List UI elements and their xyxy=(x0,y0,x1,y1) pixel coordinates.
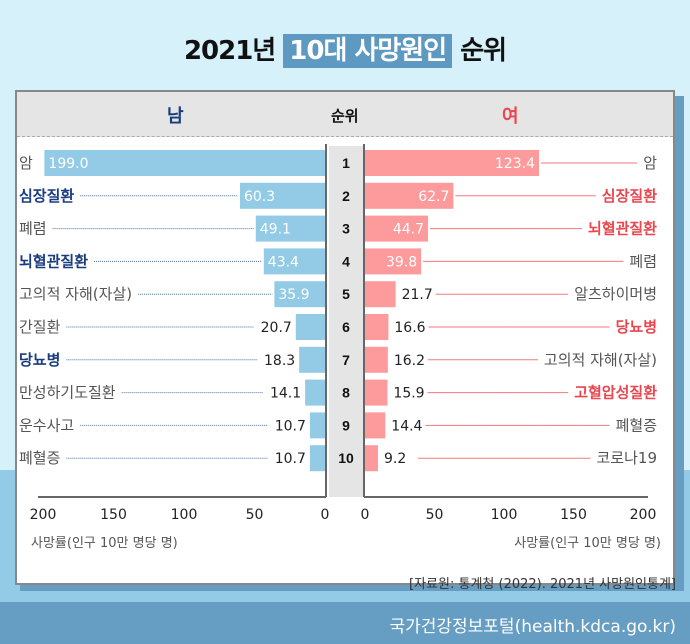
female-category-label: 알츠하이머병 xyxy=(574,285,657,303)
female-value-label: 14.4 xyxy=(391,418,422,434)
female-tick-label: 100 xyxy=(491,507,518,523)
male-value-label: 18.3 xyxy=(264,353,295,369)
female-category-label: 암 xyxy=(643,154,657,172)
male-category-label: 폐렴 xyxy=(19,220,47,238)
female-category-label: 코로나19 xyxy=(597,449,658,467)
rank-label: 9 xyxy=(342,417,350,433)
male-bar xyxy=(239,182,325,209)
female-bar xyxy=(365,215,429,242)
title-suffix: 순위 xyxy=(460,36,507,66)
male-x-axis-title: 사망률(인구 10만 명당 명) xyxy=(31,536,178,551)
male-bar xyxy=(309,412,325,439)
rank-label: 1 xyxy=(342,155,350,171)
female-category-label: 당뇨병 xyxy=(616,318,657,336)
female-tick-label: 0 xyxy=(361,507,370,523)
male-category-label: 암 xyxy=(19,154,33,172)
male-bar xyxy=(255,215,325,242)
male-value-label: 35.9 xyxy=(278,287,309,303)
female-bar xyxy=(365,346,388,373)
rank-label: 8 xyxy=(342,385,350,401)
female-value-label: 21.7 xyxy=(402,287,433,303)
male-value-label: 14.1 xyxy=(270,386,301,402)
male-bar xyxy=(44,150,325,176)
male-category-label: 고의적 자해(자살) xyxy=(19,285,132,303)
female-category-label: 고의적 자해(자살) xyxy=(544,351,657,369)
female-value-label: 15.9 xyxy=(393,386,424,402)
source-note: [자료원: 통계청 (2022). 2021년 사망원인통계] xyxy=(409,577,676,592)
male-category-label: 심장질환 xyxy=(19,187,74,205)
female-category-label: 폐렴 xyxy=(629,252,657,270)
female-bar xyxy=(365,182,454,209)
female-bar xyxy=(365,150,539,176)
male-value-label: 60.3 xyxy=(244,189,275,205)
female-value-label: 39.8 xyxy=(386,254,417,270)
rank-label: 10 xyxy=(338,450,354,466)
male-value-label: 199.0 xyxy=(48,156,88,172)
male-tick-label: 150 xyxy=(100,507,127,523)
rank-label: 6 xyxy=(342,319,350,335)
female-bar xyxy=(365,314,389,340)
chart-card: 남 순위 여 1 2 3 4 5 6 7 8 9 10 199.0 암 60.3 심장질환 49.1 폐렴 43… xyxy=(15,90,675,585)
female-value-label: 16.6 xyxy=(394,320,425,336)
title-year: 2021년 xyxy=(183,36,276,66)
male-bar xyxy=(299,346,325,373)
female-category-label: 심장질환 xyxy=(602,187,657,205)
title-highlight: 10대 사망원인 xyxy=(283,34,453,68)
male-bar xyxy=(295,314,325,340)
male-category-label: 만성하기도질환 xyxy=(19,384,116,402)
male-bar xyxy=(309,445,325,472)
female-category-label: 고혈압성질환 xyxy=(574,384,657,402)
male-category-label: 운수사고 xyxy=(19,416,74,434)
female-value-label: 123.4 xyxy=(495,156,535,172)
chart-header: 남 순위 여 xyxy=(17,92,673,137)
rank-label: 5 xyxy=(342,286,350,302)
male-header: 남 xyxy=(167,106,184,127)
female-value-label: 9.2 xyxy=(384,451,406,467)
male-bar xyxy=(263,248,325,275)
female-x-axis-title: 사망률(인구 10만 명당 명) xyxy=(514,536,661,551)
female-bar xyxy=(365,248,422,275)
chart-svg: 1 2 3 4 5 6 7 8 9 10 199.0 암 60.3 심장질환 49.1 폐렴 43.4 뇌혈관질환… xyxy=(19,144,661,551)
female-header: 여 xyxy=(502,106,519,127)
female-bar xyxy=(365,281,396,308)
rank-label: 2 xyxy=(342,188,350,204)
female-bar xyxy=(365,445,378,472)
female-bar xyxy=(365,412,386,439)
male-category-label: 당뇨병 xyxy=(19,351,60,369)
male-bar xyxy=(305,379,325,406)
rank-label: 7 xyxy=(342,352,350,368)
female-bar xyxy=(365,379,388,406)
male-category-label: 뇌혈관질환 xyxy=(19,252,88,270)
male-tick-label: 100 xyxy=(171,507,198,523)
male-value-label: 43.4 xyxy=(268,254,299,270)
page-title: 2021년 10대 사망원인 순위 xyxy=(0,30,690,68)
male-tick-label: 50 xyxy=(246,507,264,523)
female-value-label: 62.7 xyxy=(418,189,449,205)
male-value-label: 10.7 xyxy=(275,451,306,467)
rank-label: 3 xyxy=(342,221,350,237)
male-category-label: 간질환 xyxy=(19,318,61,336)
female-value-label: 44.7 xyxy=(393,222,424,238)
female-tick-label: 150 xyxy=(560,507,587,523)
female-category-label: 뇌혈관질환 xyxy=(588,220,657,238)
female-category-label: 폐혈증 xyxy=(616,416,657,434)
male-tick-label: 0 xyxy=(321,507,330,523)
male-category-label: 폐혈증 xyxy=(19,449,60,467)
male-value-label: 10.7 xyxy=(275,418,306,434)
male-tick-label: 200 xyxy=(30,507,57,523)
rank-label: 4 xyxy=(342,253,350,269)
male-value-label: 49.1 xyxy=(260,222,291,238)
female-tick-label: 200 xyxy=(630,507,657,523)
male-bar xyxy=(274,281,325,308)
male-value-label: 20.7 xyxy=(261,320,292,336)
female-tick-label: 50 xyxy=(426,507,444,523)
rank-header: 순위 xyxy=(331,107,359,125)
footer-link[interactable]: 국가건강정보포털(health.kdca.go.kr) xyxy=(0,602,690,644)
rank-column xyxy=(329,146,363,497)
female-value-label: 16.2 xyxy=(394,353,425,369)
